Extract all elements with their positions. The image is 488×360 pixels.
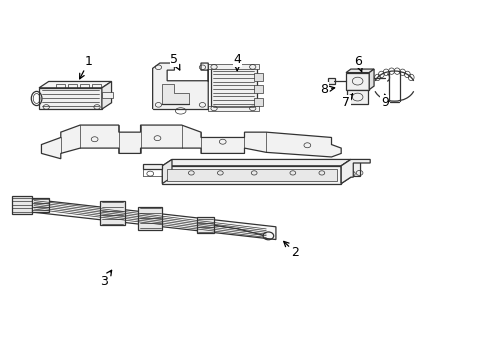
Polygon shape [41,125,341,159]
Polygon shape [39,88,102,109]
Text: 5: 5 [170,53,180,70]
Polygon shape [368,69,373,90]
Polygon shape [341,161,360,176]
Bar [92,84,101,88]
Bar [208,106,259,111]
Polygon shape [39,81,111,88]
Text: 8: 8 [320,83,334,96]
Bar [254,73,263,81]
Polygon shape [346,69,373,73]
Polygon shape [197,217,214,233]
Polygon shape [12,196,32,214]
Bar [346,73,368,90]
Bar [254,98,263,105]
Polygon shape [24,198,275,239]
Polygon shape [167,168,337,181]
Polygon shape [162,84,188,104]
Text: 2: 2 [283,242,299,259]
Text: 6: 6 [353,55,362,72]
Bar [327,78,335,84]
Bar [80,84,89,88]
Polygon shape [341,159,350,184]
Polygon shape [32,198,49,212]
Bar [208,64,259,69]
Text: 1: 1 [80,55,93,79]
Polygon shape [100,201,124,225]
Text: 4: 4 [233,53,241,71]
Bar [254,85,263,93]
Bar [210,68,256,109]
Text: 3: 3 [100,270,111,288]
Bar [68,84,77,88]
Bar [346,90,367,104]
Polygon shape [162,166,341,184]
Polygon shape [162,159,172,184]
Text: 7: 7 [341,94,352,108]
Bar [102,92,112,99]
Text: 9: 9 [380,94,388,108]
Polygon shape [162,159,350,166]
Polygon shape [341,159,369,184]
Bar [56,84,64,88]
Polygon shape [102,81,111,109]
Polygon shape [142,164,162,169]
Polygon shape [152,63,208,109]
Polygon shape [138,207,162,230]
